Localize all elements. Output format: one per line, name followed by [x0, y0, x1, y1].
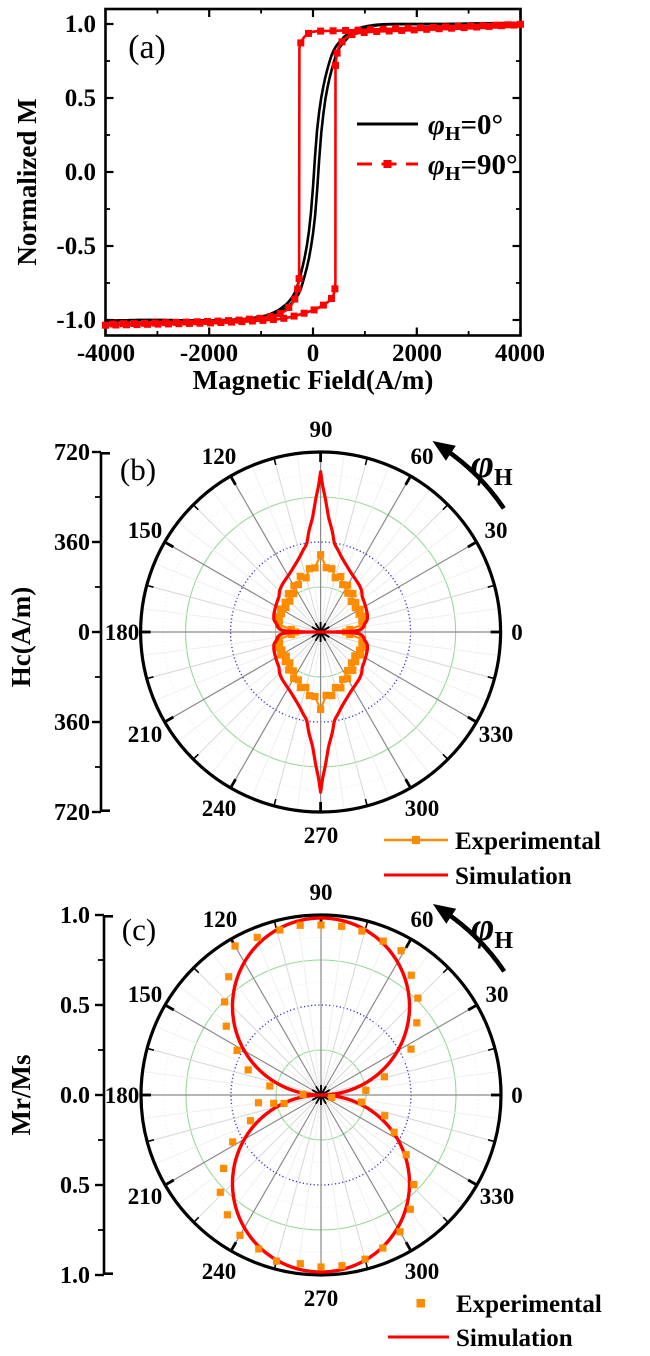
svg-text:180: 180 [105, 620, 140, 645]
svg-text:330: 330 [480, 1184, 515, 1209]
svg-text:210: 210 [128, 722, 163, 747]
svg-text:300: 300 [405, 796, 440, 821]
svg-text:360: 360 [54, 530, 90, 556]
svg-text:4000: 4000 [495, 340, 545, 367]
svg-text:-4000: -4000 [77, 340, 135, 367]
svg-text:0: 0 [511, 620, 523, 645]
svg-text:0: 0 [78, 620, 90, 646]
svg-text:Normalized M: Normalized M [12, 98, 42, 265]
svg-text:1.0: 1.0 [60, 1263, 90, 1289]
svg-text:360: 360 [54, 710, 90, 736]
svg-text:0.0: 0.0 [65, 159, 96, 186]
svg-text:φH=0°: φH=0° [428, 109, 503, 145]
svg-text:0.5: 0.5 [60, 1173, 90, 1199]
svg-text:720: 720 [54, 800, 90, 826]
svg-text:720: 720 [54, 440, 90, 466]
svg-text:90: 90 [310, 417, 333, 442]
svg-text:330: 330 [479, 722, 514, 747]
svg-text:0.0: 0.0 [60, 1083, 90, 1109]
svg-text:1.0: 1.0 [65, 11, 96, 38]
svg-text:2000: 2000 [392, 340, 442, 367]
svg-text:Mr/Ms: Mr/Ms [6, 1055, 36, 1136]
svg-text:Magnetic Field(A/m): Magnetic Field(A/m) [193, 365, 434, 395]
svg-text:120: 120 [203, 907, 238, 932]
svg-text:240: 240 [202, 796, 237, 821]
svg-text:120: 120 [202, 444, 237, 469]
svg-text:1.0: 1.0 [60, 903, 90, 929]
svg-text:φH: φH [471, 441, 513, 491]
svg-text:Hc(A/m): Hc(A/m) [6, 587, 36, 687]
svg-text:60: 60 [411, 444, 434, 469]
svg-text:0.5: 0.5 [60, 993, 90, 1019]
svg-text:(b): (b) [120, 452, 156, 487]
svg-text:0: 0 [511, 1083, 523, 1108]
svg-text:-1.0: -1.0 [56, 307, 96, 334]
svg-text:(c): (c) [122, 912, 156, 947]
svg-text:150: 150 [128, 982, 163, 1007]
svg-text:60: 60 [411, 907, 434, 932]
svg-text:Experimental: Experimental [456, 1291, 602, 1318]
svg-text:φH: φH [471, 904, 513, 954]
svg-text:-0.5: -0.5 [56, 233, 96, 260]
svg-text:300: 300 [405, 1259, 440, 1284]
svg-text:(a): (a) [128, 29, 166, 66]
svg-text:240: 240 [202, 1259, 237, 1284]
svg-text:270: 270 [304, 1286, 339, 1311]
svg-text:Simulation: Simulation [456, 1325, 573, 1352]
svg-text:30: 30 [485, 518, 508, 543]
svg-text:30: 30 [486, 982, 509, 1007]
svg-text:φH=90°: φH=90° [428, 149, 518, 185]
svg-text:180: 180 [105, 1083, 140, 1108]
svg-text:210: 210 [128, 1184, 163, 1209]
svg-text:Simulation: Simulation [455, 863, 572, 890]
svg-text:0: 0 [307, 340, 320, 367]
svg-text:150: 150 [128, 518, 163, 543]
svg-text:Experimental: Experimental [455, 828, 601, 855]
svg-text:0.5: 0.5 [65, 85, 96, 112]
svg-text:-2000: -2000 [180, 340, 238, 367]
svg-text:90: 90 [310, 880, 333, 905]
svg-text:270: 270 [304, 823, 339, 848]
